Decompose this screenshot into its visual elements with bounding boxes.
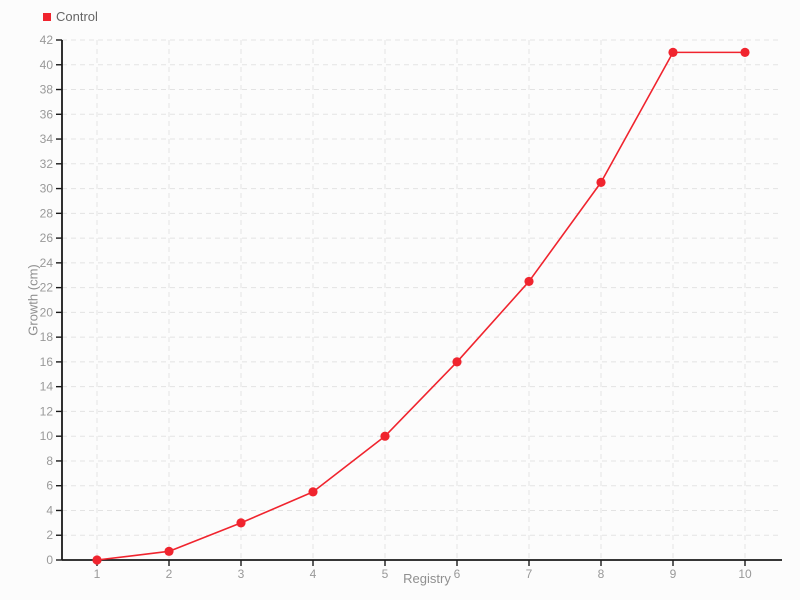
y-tick-label: 4 <box>46 503 53 517</box>
legend-swatch-control <box>43 12 51 21</box>
y-tick-label: 18 <box>40 330 54 344</box>
y-tick-label: 10 <box>40 429 54 443</box>
y-tick-label: 40 <box>40 58 54 72</box>
y-tick-label: 34 <box>40 132 54 146</box>
data-point <box>668 47 678 57</box>
series-line-control <box>96 51 745 561</box>
legend-item-control[interactable]: Control <box>43 9 98 24</box>
y-tick-label: 8 <box>46 454 53 468</box>
x-tick-label: 10 <box>738 567 752 581</box>
y-tick-label: 22 <box>40 281 54 295</box>
x-tick-label: 5 <box>382 567 389 581</box>
x-tick-label: 7 <box>526 567 533 581</box>
legend-label: Control <box>56 9 98 24</box>
y-tick-label: 36 <box>40 107 54 121</box>
x-axis-title: Registry <box>403 571 451 586</box>
y-tick-label: 2 <box>46 528 53 542</box>
data-point <box>380 431 390 441</box>
y-tick-label: 42 <box>40 33 54 47</box>
data-point <box>452 357 462 367</box>
y-tick-label: 14 <box>40 380 54 394</box>
x-tick-label: 4 <box>310 567 317 581</box>
x-tick-label: 3 <box>238 567 245 581</box>
data-point <box>92 555 102 565</box>
data-point <box>164 546 174 556</box>
data-point <box>524 276 534 287</box>
x-tick-label: 1 <box>94 567 101 581</box>
data-point <box>236 518 246 528</box>
data-point <box>308 487 318 497</box>
data-point <box>596 177 606 187</box>
x-tick-label: 9 <box>670 567 677 581</box>
y-tick-label: 12 <box>40 404 54 418</box>
data-point <box>740 47 750 57</box>
y-tick-label: 20 <box>40 305 54 319</box>
y-tick-label: 24 <box>40 256 54 270</box>
y-tick-label: 30 <box>40 182 54 196</box>
x-tick-label: 6 <box>454 567 461 581</box>
y-tick-label: 0 <box>46 553 53 567</box>
x-tick-label: 2 <box>166 567 173 581</box>
y-tick-label: 32 <box>40 157 54 171</box>
y-tick-label: 26 <box>40 231 54 245</box>
y-tick-label: 6 <box>46 479 53 493</box>
y-tick-label: 16 <box>40 355 54 369</box>
x-tick-label: 8 <box>598 567 605 581</box>
y-axis-title: Growth (cm) <box>25 264 41 336</box>
y-tick-label: 38 <box>40 83 54 97</box>
y-tick-label: 28 <box>40 206 54 220</box>
